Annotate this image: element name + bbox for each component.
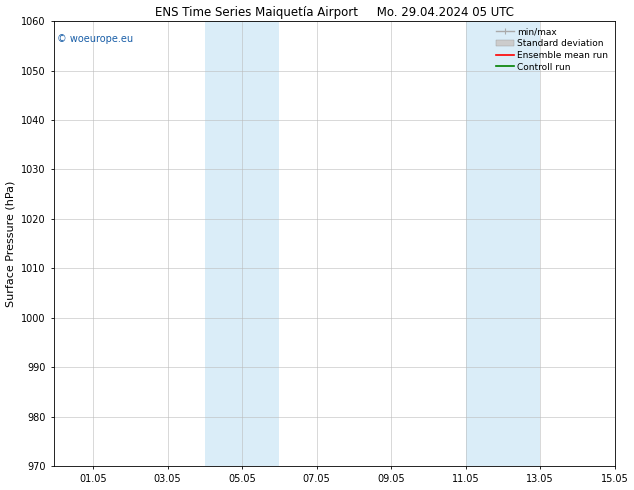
Text: © woeurope.eu: © woeurope.eu [57,34,133,45]
Title: ENS Time Series Maiquetía Airport     Mo. 29.04.2024 05 UTC: ENS Time Series Maiquetía Airport Mo. 29… [155,5,514,19]
Bar [205,21,280,466]
Legend: min/max, Standard deviation, Ensemble mean run, Controll run: min/max, Standard deviation, Ensemble me… [494,25,610,74]
Y-axis label: Surface Pressure (hPa): Surface Pressure (hPa) [6,180,16,307]
Bar [465,21,540,466]
